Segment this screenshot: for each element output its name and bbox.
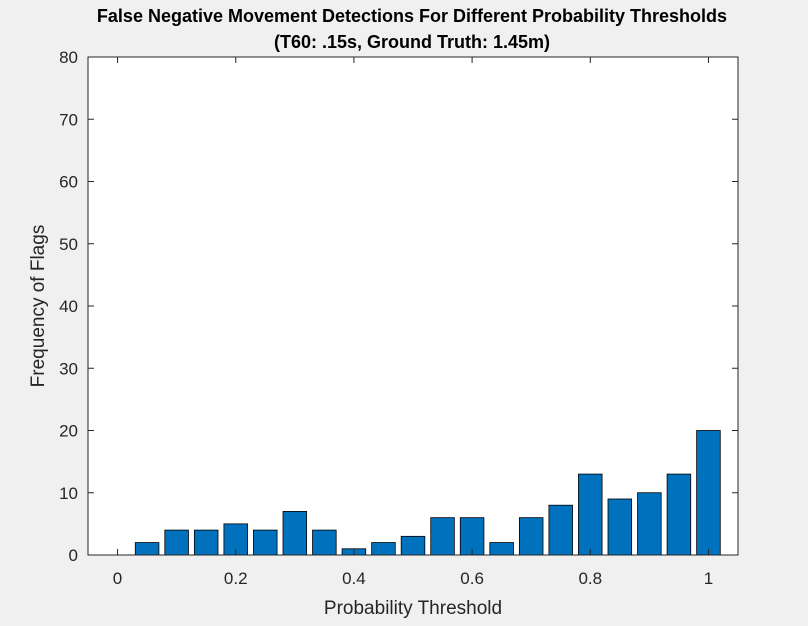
bar [282,511,308,556]
y-tick-label: 60 [59,173,78,192]
x-tick-label: 0.8 [578,569,602,588]
bar [253,529,278,556]
bar [489,542,514,556]
bar [607,498,633,556]
y-tick-label: 80 [59,48,78,67]
bar [430,517,455,556]
y-tick-label: 50 [59,235,78,254]
y-tick-label: 70 [59,110,78,129]
bar [578,473,603,556]
bar [193,529,219,556]
y-tick-label: 10 [59,484,78,503]
x-tick-label: 0 [113,569,122,588]
plot-area [88,57,738,555]
plot-frame [87,56,739,556]
chart-subtitle: (T60: .15s, Ground Truth: 1.45m) [274,32,550,52]
bar [134,542,160,556]
y-tick-label: 30 [59,359,78,378]
bars-group [134,430,721,556]
x-tick-label: 0.4 [342,569,366,588]
bar [518,517,544,556]
bar [312,529,337,556]
x-axis-label: Probability Threshold [324,598,502,619]
y-tick-label: 20 [59,422,78,441]
bar [666,473,692,556]
bar [164,529,189,556]
y-tick-label: 40 [59,297,78,316]
x-tick-label: 0.6 [460,569,484,588]
chart-title: False Negative Movement Detections For D… [97,6,727,26]
x-tick-labels: 0 0.2 0.4 0.6 0.8 1 [113,569,713,588]
x-tick-label: 0.2 [224,569,248,588]
bar [548,504,573,556]
bar [371,542,396,556]
bar [637,492,662,556]
y-tick-label: 0 [69,546,78,565]
y-axis-label: Frequency of Flags [28,225,49,388]
x-tick-label: 1 [704,569,713,588]
bar [696,430,721,556]
y-tick-labels: 0 10 20 30 40 50 60 70 80 [59,48,78,565]
bar [400,535,426,556]
